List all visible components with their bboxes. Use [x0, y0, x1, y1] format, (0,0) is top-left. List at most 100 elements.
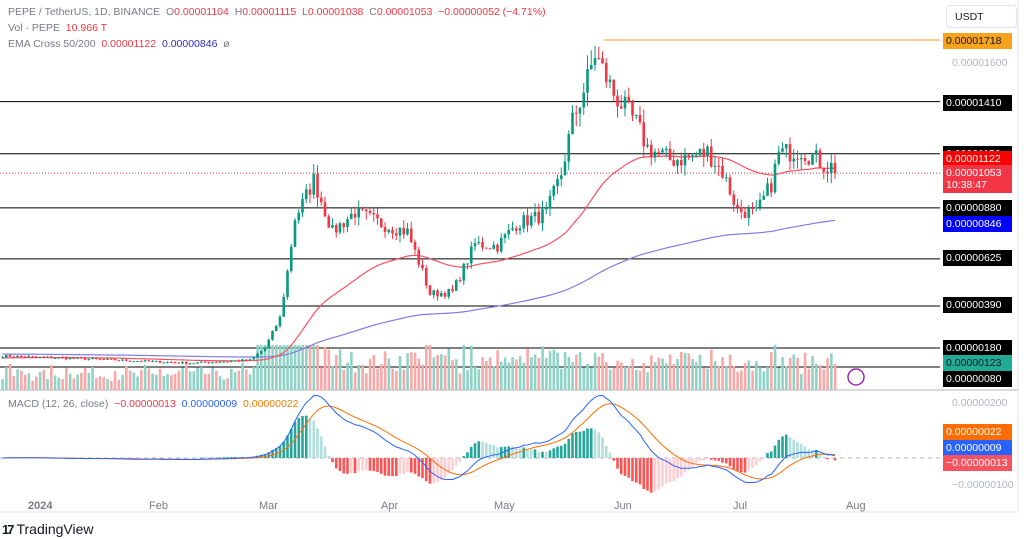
volume-bar [668, 354, 672, 390]
candle-body [124, 359, 128, 361]
currency-selector[interactable]: USDT [946, 5, 1017, 28]
macd-legend[interactable]: MACD (12, 26, close) −0.00000013 0.00000… [8, 398, 298, 410]
candle-body [46, 356, 49, 358]
volume-bar [425, 345, 428, 390]
candle-body [42, 356, 46, 358]
candle-body [102, 359, 106, 361]
price-tag-value: 0.00000009 [946, 442, 1002, 454]
macd-histogram-bar [439, 458, 443, 480]
volume-bar [65, 367, 68, 390]
symbol-title[interactable]: PEPE / TetherUS, 1D, BINANCE [8, 6, 161, 18]
candle-body [282, 296, 286, 317]
change-value: −0.00000052 (−4.71%) [438, 6, 546, 18]
volume-bar [571, 362, 574, 390]
macd-histogram-bar [544, 451, 548, 458]
macd-histogram-bar [747, 458, 751, 471]
volume-bar [166, 374, 169, 390]
candle-body [818, 150, 822, 168]
volume-bar [271, 345, 274, 390]
price-tag-value: 0.00000846 [946, 218, 1002, 230]
macd-histogram-bar [132, 458, 136, 459]
macd-histogram-bar [443, 458, 447, 478]
candle-body [278, 316, 282, 327]
volume-bar [710, 349, 713, 390]
candle-body [211, 362, 214, 364]
candle-body [529, 216, 533, 226]
macd-histogram-bar [394, 458, 398, 477]
ema-legend[interactable]: EMA Cross 50/200 0.00001122 0.00000846 ø [8, 38, 230, 50]
volume-bar [620, 362, 623, 390]
candle-body [98, 358, 102, 360]
volume-bar [245, 369, 248, 390]
price-tag-value: 0.00000880 [946, 202, 1002, 214]
macd-histogram-bar [694, 458, 698, 465]
volume-bar [361, 365, 364, 390]
price-tag: 0.00000080 [943, 371, 1012, 387]
candle-body [181, 361, 184, 364]
high-value: 0.00001115 [242, 6, 297, 18]
candle-body [19, 355, 23, 357]
volume-bar [350, 351, 353, 390]
macd-histogram-bar [387, 458, 391, 476]
macd-histogram-bar [379, 458, 383, 474]
macd-histogram-bar [507, 446, 511, 458]
candle-body [293, 220, 297, 247]
ema50-value: 0.00001122 [101, 38, 157, 50]
candle-body [301, 199, 304, 213]
candle-body [466, 263, 469, 265]
macd-histogram-bar [372, 458, 376, 472]
volume-bar [305, 345, 308, 390]
volume-bar [207, 373, 211, 390]
date-label: Aug [846, 500, 866, 512]
volume-legend[interactable]: Vol · PEPE 10.966 T [8, 22, 107, 34]
volume-bar [211, 367, 214, 390]
macd-histogram-bar [799, 444, 803, 458]
candle-body [773, 163, 777, 193]
candle-body [188, 363, 192, 365]
volume-bar [556, 352, 559, 390]
macd-histogram-bar [769, 451, 773, 458]
volume-bar [698, 354, 702, 390]
macd-histogram-bar [391, 458, 394, 477]
candle-body [458, 280, 462, 282]
volume-bar [800, 374, 803, 390]
volume-bar [342, 369, 346, 390]
macd-histogram-bar [496, 447, 499, 458]
candle-body [447, 288, 451, 297]
candle-body [361, 207, 364, 210]
macd-histogram-bar [773, 445, 777, 458]
candle-body [822, 167, 826, 172]
candle-body [443, 293, 447, 297]
volume-bar [770, 352, 773, 390]
macd-histogram-bar [739, 458, 743, 473]
open-label: O [165, 6, 175, 18]
tradingview-logo[interactable]: 17 TradingView [2, 521, 94, 537]
macd-histogram-bar [833, 458, 837, 461]
volume-bar [23, 374, 27, 390]
macd-histogram-bar [522, 447, 526, 458]
price-tag-value: 0.00000180 [946, 342, 1002, 354]
candle-body [222, 361, 226, 363]
candle-body [469, 246, 473, 264]
candle-body [256, 353, 259, 357]
macd-histogram-bar [218, 457, 222, 458]
price-tag: 0.00000009 [943, 440, 1012, 456]
macd-line [2, 394, 836, 484]
volume-bar [406, 353, 409, 390]
volume-bar [428, 345, 432, 390]
volume-bar [563, 351, 567, 390]
volume-bar [451, 360, 454, 390]
price-tag: 0.00001053 10:38:47 [943, 165, 1012, 193]
volume-bar [650, 355, 653, 390]
volume-bar [222, 379, 226, 390]
candle-body [796, 158, 799, 160]
volume-bar [792, 354, 796, 390]
macd-histogram-bar [402, 458, 406, 474]
volume-bar [353, 372, 357, 390]
macd-histogram-bar [829, 458, 833, 459]
volume-bar [50, 365, 53, 390]
alert-icon [847, 368, 865, 386]
volume-bar [27, 373, 31, 390]
volume-bar [316, 345, 319, 390]
